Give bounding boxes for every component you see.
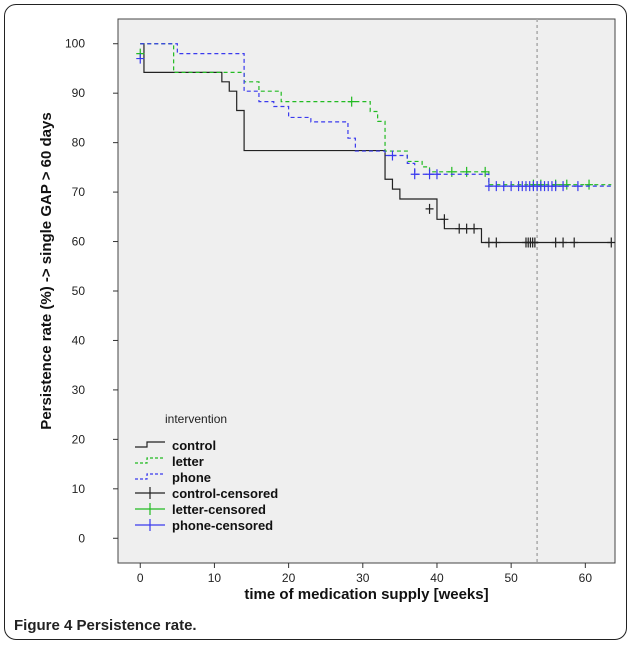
x-tick-label: 0 [137, 571, 144, 585]
series-phone-censor-mark [136, 53, 145, 64]
series-phone-censor-mark [425, 169, 434, 180]
y-axis-label: Persistence rate (%) -> single GAP > 60 … [38, 112, 55, 429]
persistence-chart: 0 10 20 30 40 50 60 0 10 20 30 40 50 60 70 80 90 100 inte… [38, 18, 616, 603]
series-letter-censor-mark [562, 179, 571, 190]
series-letter-censor-mark [347, 96, 356, 107]
legend-label-phone: phone [172, 470, 211, 485]
legend-label-control: control [172, 438, 216, 453]
legend-swatch-control-censored [135, 487, 165, 499]
legend-swatch-phone-censored [135, 519, 165, 531]
series-phone-censor-mark [573, 181, 582, 192]
y-tick-label: 20 [72, 432, 86, 446]
x-tick-label: 10 [208, 571, 222, 585]
x-tick-label: 20 [282, 571, 296, 585]
series-control-censor-mark [484, 237, 493, 248]
y-tick-label: 50 [72, 284, 86, 298]
series-control-censor-mark [440, 214, 449, 225]
series-phone-censor-mark [492, 181, 501, 192]
series-phone-censor-mark [410, 169, 419, 180]
x-tick-label: 60 [579, 571, 593, 585]
series-phone-censor-mark [507, 181, 516, 192]
series-letter-censor-mark [462, 166, 471, 177]
series-phone-censor-mark [388, 150, 397, 161]
y-tick-label: 30 [72, 383, 86, 397]
y-tick-label: 70 [72, 185, 86, 199]
figure-caption: Figure 4 Persistence rate. [14, 617, 197, 634]
x-tick-label: 50 [504, 571, 518, 585]
series-letter-censor-mark [481, 166, 490, 177]
series-control-censor-mark [530, 237, 539, 248]
series-phone-censor-mark [551, 181, 560, 192]
legend-swatch-control [135, 441, 165, 448]
caption-label: Figure 4 [14, 617, 73, 634]
y-tick-label: 60 [72, 235, 86, 249]
legend-swatch-letter-censored [135, 503, 165, 515]
series-phone-censor-mark [559, 181, 568, 192]
y-tick-label: 80 [72, 136, 86, 150]
legend-swatch-letter [135, 457, 165, 464]
series-phone-censor-mark [499, 181, 508, 192]
legend-label-letter: letter [172, 454, 204, 469]
series-phone-censor-mark [484, 181, 493, 192]
y-tick-label: 40 [72, 333, 86, 347]
series-letter-censor-mark [447, 166, 456, 177]
legend-label-letter-censored: letter-censored [172, 502, 266, 517]
y-tick-label: 0 [78, 531, 85, 545]
y-tick-label: 10 [72, 482, 86, 496]
y-tick-label: 90 [72, 86, 86, 100]
legend-title: intervention [165, 412, 227, 426]
series-phone-censor-mark [432, 169, 441, 180]
figure-frame: 0 10 20 30 40 50 60 0 10 20 30 40 50 60 70 80 90 100 inte… [4, 4, 627, 640]
legend: intervention controlletterphonecontrol-ce… [135, 412, 278, 533]
series-control-censor-mark [607, 237, 616, 248]
series-control-censor-mark [462, 223, 471, 234]
series-control-censor-mark [492, 237, 501, 248]
series-control-censor-mark [551, 237, 560, 248]
series-control-censor-mark [455, 223, 464, 234]
y-tick-label: 100 [65, 37, 85, 51]
axis-layer: 0 10 20 30 40 50 60 0 10 20 30 40 50 60 70 80 90 100 [65, 37, 592, 585]
series-control-censor-mark [559, 237, 568, 248]
series-control-censor-mark [570, 237, 579, 248]
legend-label-phone-censored: phone-censored [172, 518, 273, 533]
series-letter-censor-mark [585, 179, 594, 190]
x-tick-label: 30 [356, 571, 370, 585]
x-axis-label: time of medication supply [weeks] [244, 586, 488, 603]
legend-swatch-phone [135, 473, 165, 480]
x-tick-label: 40 [430, 571, 444, 585]
series-layer [136, 43, 616, 248]
legend-label-control-censored: control-censored [172, 486, 278, 501]
caption-text: Persistence rate. [76, 617, 197, 634]
series-control-censor-mark [425, 203, 434, 214]
series-control-censor-mark [470, 223, 479, 234]
plot-area [117, 18, 616, 564]
